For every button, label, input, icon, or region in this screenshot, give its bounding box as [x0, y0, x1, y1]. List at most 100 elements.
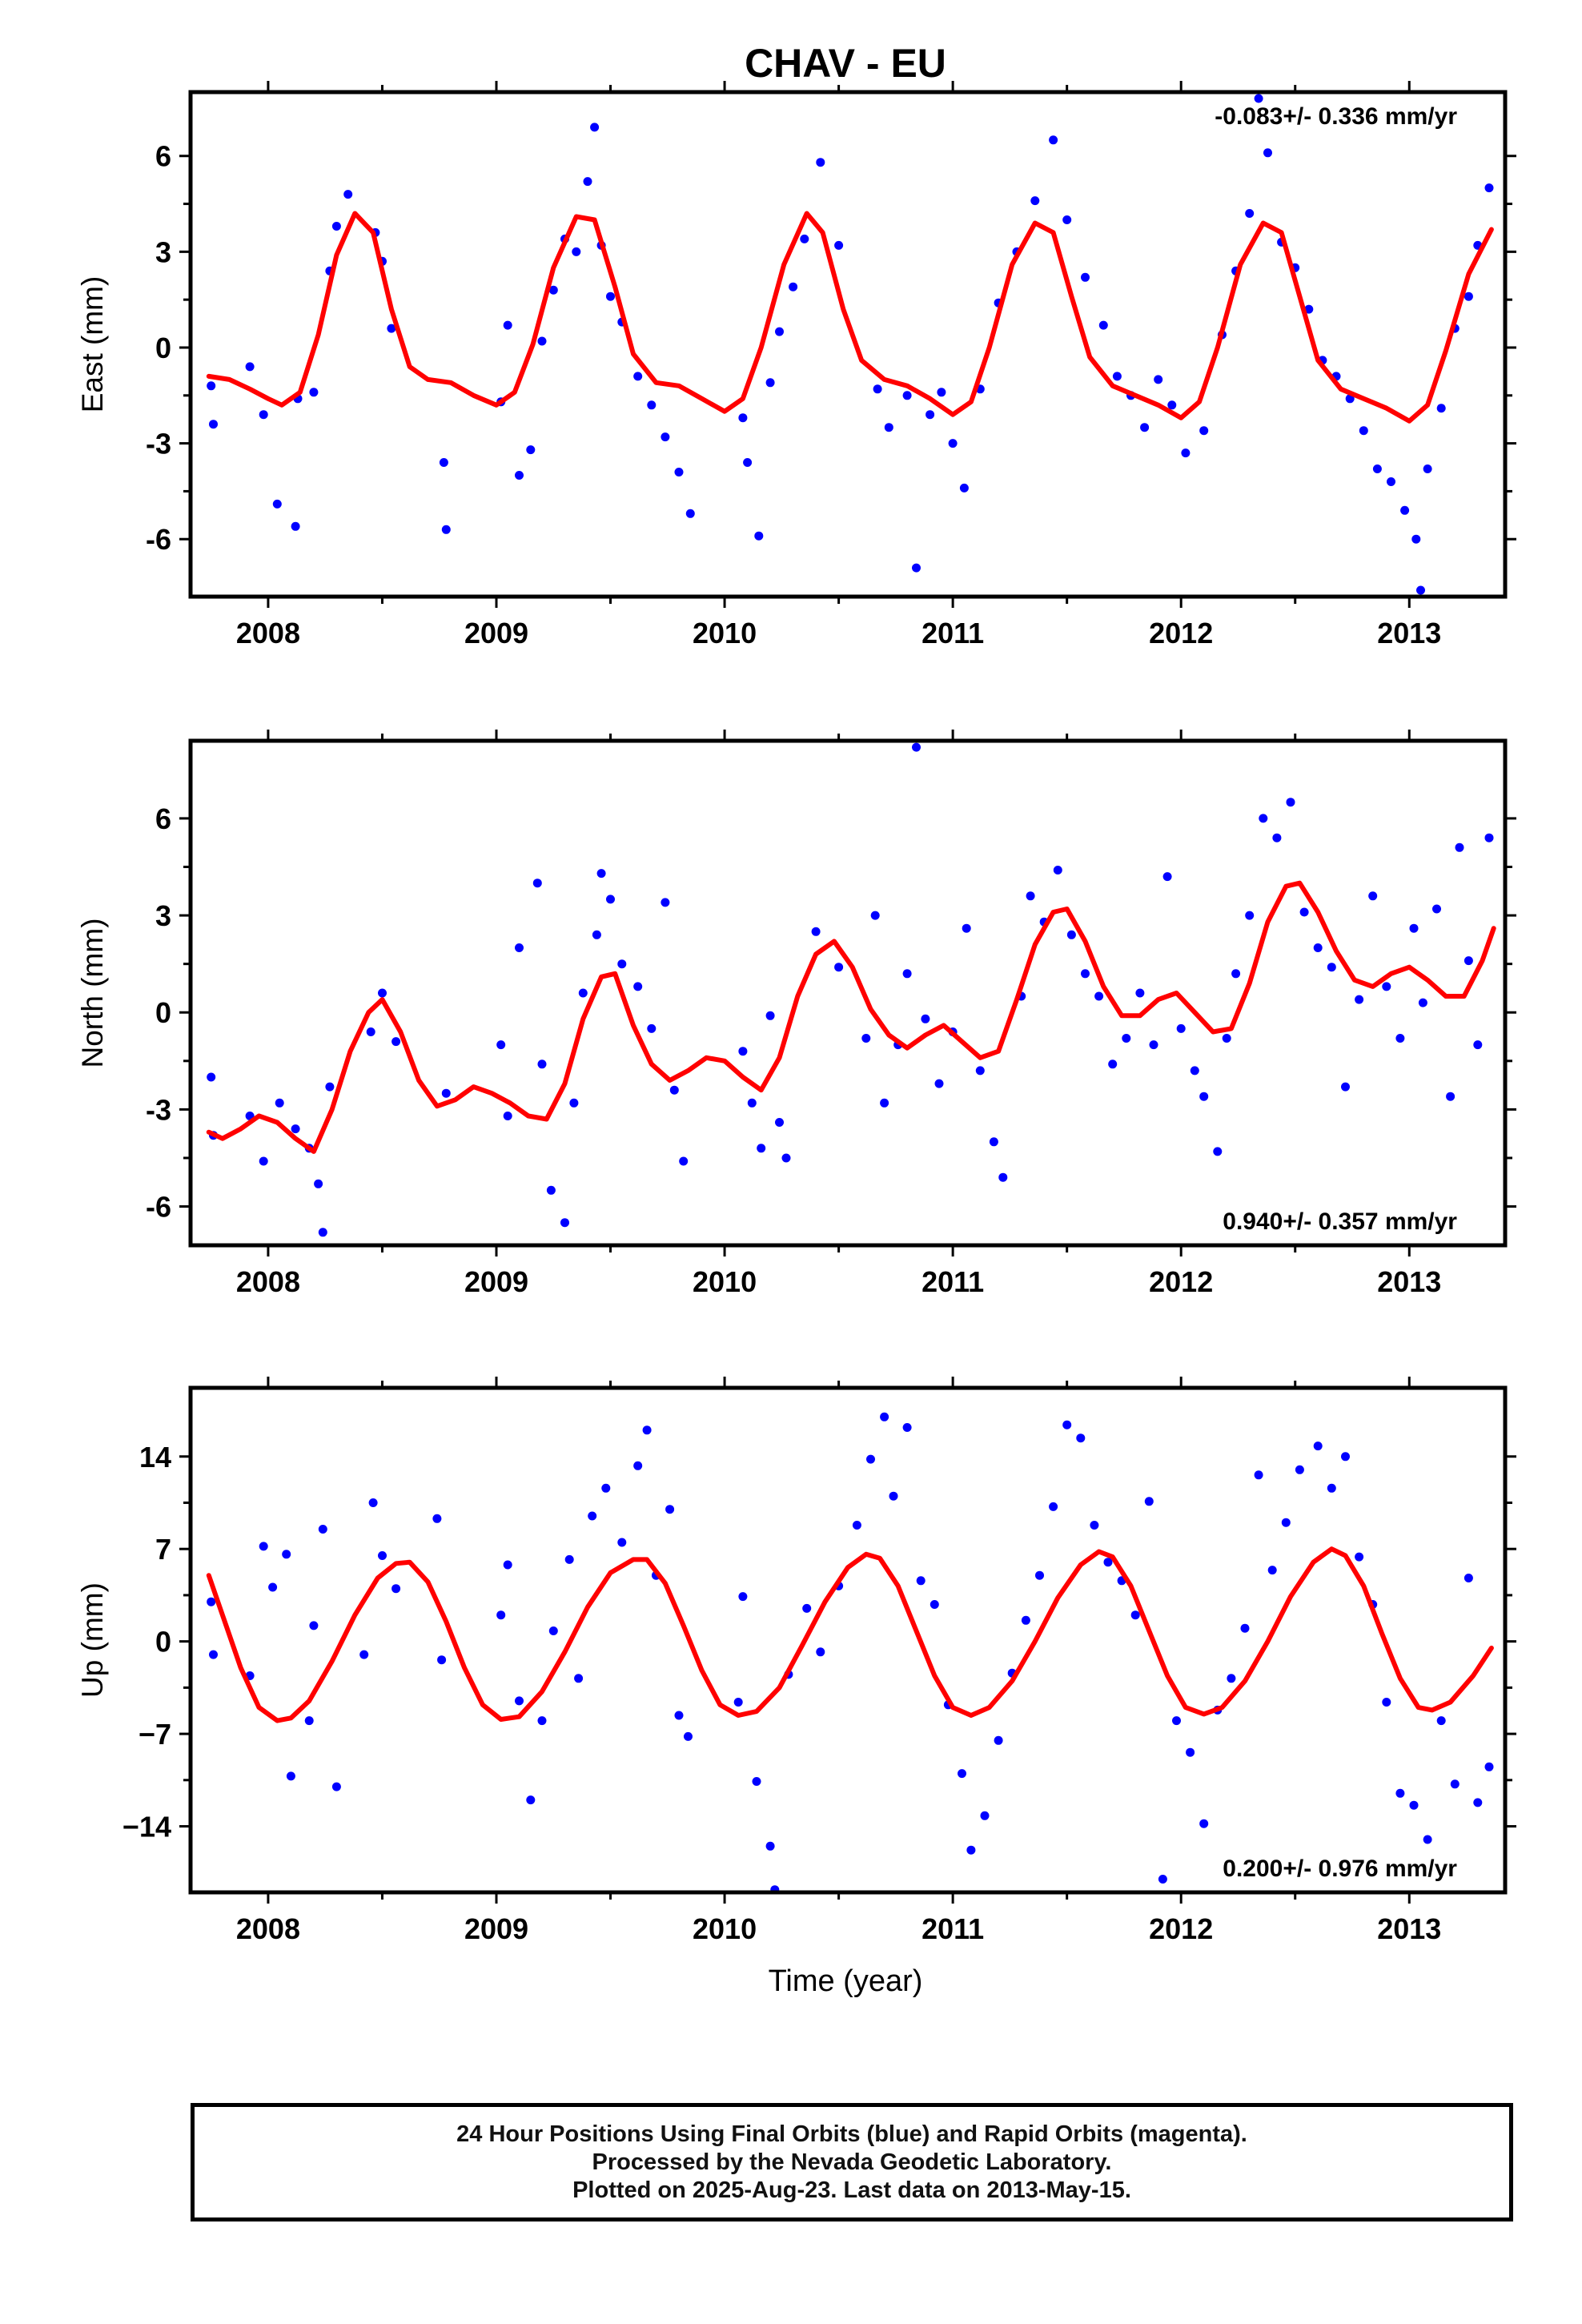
y-tick-label: 0 — [155, 1626, 171, 1659]
data-point — [1167, 400, 1177, 410]
data-point — [921, 1014, 930, 1023]
y-axis-label: North (mm) — [76, 918, 109, 1068]
data-point — [437, 1655, 447, 1665]
data-point — [359, 1650, 369, 1659]
data-point — [1062, 215, 1072, 224]
data-point — [515, 471, 524, 480]
data-point — [1231, 969, 1241, 979]
data-point — [733, 1698, 743, 1707]
points-group — [207, 742, 1494, 1237]
data-point — [275, 1098, 284, 1108]
data-point — [975, 1066, 985, 1076]
data-point — [1464, 956, 1473, 966]
data-point — [1418, 998, 1427, 1007]
x-tick-label: 2013 — [1377, 1912, 1441, 1945]
data-point — [934, 1079, 944, 1088]
data-point — [1382, 982, 1391, 991]
data-point — [569, 1098, 579, 1108]
data-point — [259, 1542, 268, 1551]
y-tick-label: -6 — [146, 1191, 171, 1224]
data-point — [441, 1088, 451, 1098]
data-point — [747, 1098, 757, 1108]
data-point — [743, 458, 753, 467]
data-point — [880, 1098, 889, 1108]
data-point — [314, 1179, 323, 1188]
data-point — [596, 869, 606, 879]
data-point — [1199, 1092, 1209, 1101]
data-point — [902, 1423, 912, 1432]
data-point — [1213, 1147, 1223, 1156]
data-point — [1098, 320, 1108, 330]
data-point — [775, 1118, 784, 1127]
data-point — [930, 1600, 939, 1609]
y-tick-label: 0 — [155, 996, 171, 1029]
data-point — [1341, 1452, 1350, 1462]
data-point — [432, 1514, 442, 1523]
data-point — [1227, 1674, 1236, 1683]
data-point — [765, 1011, 775, 1020]
data-point — [368, 1498, 378, 1507]
data-point — [1094, 991, 1104, 1001]
data-point — [800, 234, 809, 243]
y-tick-label: −7 — [139, 1718, 171, 1751]
data-point — [1484, 1762, 1494, 1771]
data-point — [1144, 1497, 1154, 1506]
y-axis-label: East (mm) — [76, 276, 109, 413]
data-point — [789, 282, 798, 292]
x-tick-label: 2013 — [1377, 1265, 1441, 1298]
data-point — [1450, 1779, 1460, 1789]
data-point — [685, 509, 695, 518]
data-point — [259, 410, 268, 420]
footer-box: 24 Hour Positions Using Final Orbits (bl… — [191, 2103, 1513, 2221]
model-curve — [206, 1546, 1494, 1723]
data-point — [1263, 148, 1272, 158]
data-point — [537, 1059, 547, 1069]
data-point — [1473, 1798, 1483, 1807]
data-point — [1395, 1788, 1405, 1798]
data-point — [1254, 94, 1263, 103]
data-point — [1140, 423, 1150, 432]
data-point — [309, 388, 319, 397]
data-point — [958, 1769, 966, 1779]
data-point — [1240, 1623, 1250, 1633]
data-point — [1355, 1552, 1364, 1562]
x-tick-label: 2013 — [1377, 617, 1441, 649]
y-tick-label: -6 — [146, 523, 171, 556]
x-tick-label: 2012 — [1149, 617, 1213, 649]
y-tick-label: -3 — [146, 428, 171, 460]
y-tick-label: 3 — [155, 899, 171, 932]
data-point — [998, 1172, 1008, 1182]
footer-line-3: Plotted on 2025-Aug-23. Last data on 201… — [572, 2177, 1131, 2203]
data-point — [765, 1841, 775, 1851]
data-point — [1190, 1066, 1199, 1076]
model-curve — [206, 211, 1494, 424]
data-point — [1162, 872, 1172, 882]
data-point — [873, 384, 882, 394]
data-point — [633, 982, 643, 991]
data-point — [738, 1592, 748, 1602]
data-point — [590, 123, 600, 132]
data-point — [1464, 1574, 1473, 1582]
data-point — [1446, 1092, 1456, 1101]
data-point — [1254, 1470, 1263, 1480]
data-point — [754, 531, 764, 541]
data-point — [661, 898, 670, 907]
data-point — [331, 1782, 341, 1791]
data-point — [564, 1554, 574, 1564]
data-point — [966, 1845, 976, 1855]
data-point — [1245, 209, 1255, 218]
data-point — [1436, 1716, 1446, 1726]
data-point — [962, 923, 971, 933]
data-point — [391, 1584, 401, 1594]
data-point — [669, 1085, 679, 1095]
panel-up: 2008 2009 2010 2011 2012 2013 14 7 0 −7 −14 Up (mm)… — [76, 1377, 1516, 1945]
data-point — [861, 1034, 871, 1043]
data-point — [272, 499, 282, 509]
data-point — [1081, 272, 1090, 282]
data-point — [1259, 814, 1268, 823]
data-point — [1382, 1698, 1391, 1707]
data-point — [661, 432, 670, 442]
plot-frame — [188, 90, 1508, 599]
y-tick-label: 0 — [155, 332, 171, 364]
